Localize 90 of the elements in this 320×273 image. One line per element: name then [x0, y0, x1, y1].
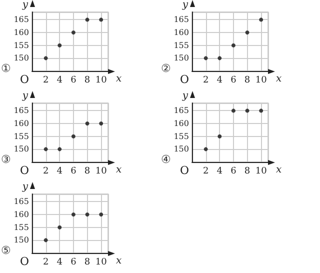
- text: ③: [1, 153, 11, 166]
- x-tick-label: 10: [255, 76, 268, 86]
- text: O: [20, 164, 30, 177]
- y-tick-label: 165: [14, 197, 29, 206]
- x-tick-label: 8: [84, 166, 90, 176]
- x-tick-label: 4: [56, 76, 63, 86]
- x-tick-label: 6: [70, 258, 77, 268]
- point: [204, 147, 208, 152]
- y-axis-title: y: [181, 90, 188, 102]
- point: [218, 56, 222, 60]
- y-axis-title: y: [21, 182, 28, 192]
- y-axis-title: y: [21, 0, 28, 10]
- x-tick-label: 2: [42, 76, 49, 86]
- point: [58, 43, 62, 48]
- text: ①: [1, 62, 11, 75]
- y-tick-label: 155: [14, 222, 29, 232]
- point: [58, 225, 62, 230]
- point: [58, 147, 62, 152]
- x-tick-label: 4: [216, 76, 223, 86]
- x-tick-label: 8: [84, 76, 90, 86]
- point: [85, 18, 90, 22]
- point: [71, 30, 76, 35]
- y-tick-label: 155: [174, 40, 189, 50]
- x-axis-title: x: [116, 164, 122, 176]
- point: [99, 122, 104, 126]
- x-axis-title: x: [116, 74, 122, 84]
- y-tick-label: 160: [174, 28, 189, 38]
- x-tick-label: 10: [95, 166, 108, 176]
- x-tick-label: 6: [70, 76, 77, 86]
- y-tick-label: 155: [174, 132, 189, 141]
- x-tick-label: 4: [56, 166, 63, 176]
- y-tick-label: 160: [14, 119, 29, 128]
- y-axis-title: y: [181, 0, 188, 10]
- text: ⑤: [1, 244, 11, 257]
- point: [231, 108, 236, 113]
- y-tick-label: 155: [14, 132, 29, 141]
- y-axis-title: y: [21, 90, 28, 102]
- point: [259, 18, 264, 22]
- y-tick-label: 160: [174, 119, 189, 128]
- y-tick-label: 165: [174, 106, 189, 116]
- point: [85, 122, 90, 126]
- y-tick-label: 150: [14, 144, 29, 154]
- x-tick-label: 2: [202, 76, 209, 86]
- x-axis-title: x: [276, 74, 282, 84]
- point: [71, 212, 76, 217]
- text: ④: [161, 153, 171, 166]
- x-tick-label: 6: [230, 76, 237, 86]
- text: O: [180, 73, 190, 86]
- x-tick-label: 2: [42, 166, 49, 176]
- point: [218, 134, 222, 138]
- x-tick-label: 10: [255, 166, 268, 176]
- x-tick-label: 8: [84, 258, 90, 268]
- point: [99, 212, 104, 217]
- text: O: [20, 255, 30, 268]
- x-tick-label: 6: [230, 166, 237, 176]
- point: [99, 18, 104, 22]
- x-tick-label: 6: [70, 166, 77, 176]
- x-tick-label: 4: [56, 258, 63, 268]
- x-tick-label: 8: [244, 76, 250, 86]
- x-tick-label: 4: [216, 166, 223, 176]
- x-tick-label: 8: [244, 166, 250, 176]
- text: ②: [161, 62, 171, 75]
- point: [85, 212, 90, 217]
- x-tick-label: 2: [202, 166, 209, 176]
- point: [245, 30, 250, 35]
- point: [44, 238, 48, 242]
- text: O: [20, 73, 30, 86]
- y-tick-label: 150: [14, 236, 29, 245]
- x-axis-title: x: [116, 256, 122, 266]
- y-tick-label: 150: [174, 54, 189, 63]
- text: O: [180, 164, 190, 177]
- point: [44, 147, 48, 152]
- y-tick-label: 150: [174, 144, 189, 154]
- point: [44, 56, 48, 60]
- point: [245, 108, 250, 113]
- y-tick-label: 160: [14, 28, 29, 38]
- point: [204, 56, 208, 60]
- x-tick-label: 2: [42, 258, 49, 268]
- x-axis-title: x: [276, 164, 282, 176]
- y-tick-label: 155: [14, 40, 29, 50]
- point: [71, 134, 76, 138]
- y-tick-label: 165: [14, 15, 29, 24]
- x-tick-label: 10: [95, 258, 108, 268]
- y-tick-label: 160: [14, 210, 29, 220]
- y-tick-label: 165: [174, 15, 189, 24]
- point: [259, 108, 264, 113]
- point: [231, 43, 236, 48]
- y-tick-label: 150: [14, 54, 29, 63]
- x-tick-label: 10: [95, 76, 108, 86]
- y-tick-label: 165: [14, 106, 29, 116]
